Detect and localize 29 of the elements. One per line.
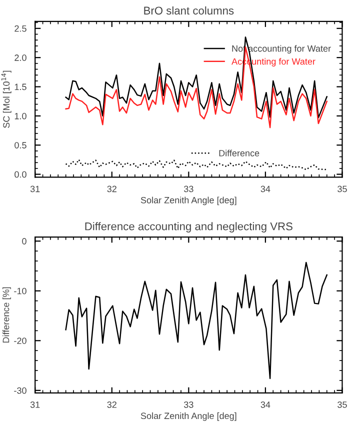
x-tick-label: 35 — [338, 186, 347, 192]
y-tick-label: 1.0 — [14, 112, 26, 120]
y-tick-label: -20 — [14, 338, 26, 344]
line-series — [65, 159, 328, 170]
x-tick-label: 35 — [338, 401, 347, 408]
y-tick-label: -30 — [14, 387, 26, 394]
y-axis-title: Difference [%] — [2, 287, 11, 343]
y-tick-label: -10 — [14, 288, 26, 294]
y-tick-label: 0 — [22, 238, 26, 244]
x-tick-label: 31 — [30, 401, 40, 408]
x-tick-label: 32 — [107, 186, 116, 192]
y-tick-label: 0.0 — [14, 171, 26, 178]
y-tick-label: 2.5 — [14, 25, 26, 32]
x-tick-label: 31 — [30, 186, 40, 192]
x-axis-title: Solar Zenith Angle [deg] — [140, 412, 236, 421]
chart-title: Difference accounting and neglecting VRS — [85, 222, 292, 232]
y-tick-label: 1.5 — [14, 84, 26, 90]
x-tick-label: 34 — [260, 401, 270, 408]
line-series — [65, 262, 328, 380]
x-tick-label: 33 — [184, 401, 194, 408]
chart-title: BrO slant columns — [144, 6, 234, 15]
legend-label: Difference — [219, 150, 260, 156]
y-axis-title: SC [Mol [10$^{14}$] — [1, 70, 12, 128]
x-tick-label: 33 — [184, 186, 194, 192]
x-tick-label: 32 — [107, 401, 116, 408]
y-tick-label: 0.5 — [14, 142, 26, 148]
x-axis-title: Solar Zenith Angle [deg] — [140, 196, 236, 206]
x-tick-label: 34 — [260, 186, 270, 192]
y-tick-label: 2.0 — [14, 54, 26, 61]
